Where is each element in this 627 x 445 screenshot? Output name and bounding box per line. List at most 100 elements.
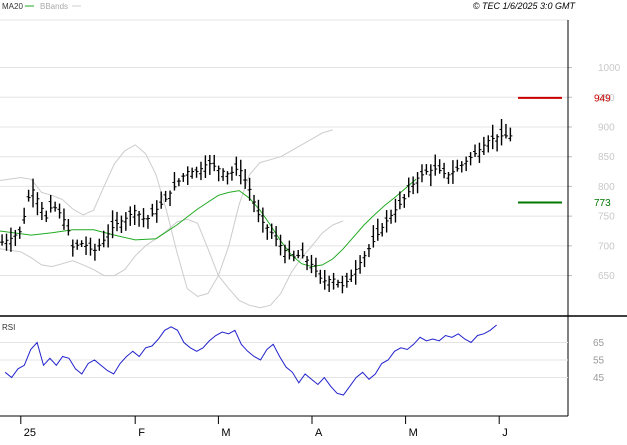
price-bar (128, 206, 133, 226)
price-bar (229, 166, 234, 181)
price-tick-label: 950 (598, 93, 615, 104)
price-bar (375, 218, 380, 241)
price-bar (296, 249, 301, 259)
price-bar (17, 226, 22, 239)
price-bar (247, 177, 252, 201)
price-bar (380, 223, 385, 237)
price-bar (207, 154, 212, 175)
price-bar (428, 164, 433, 187)
price-bars (0, 118, 513, 294)
price-bar (499, 118, 504, 146)
price-bar (4, 233, 9, 251)
price-bar (66, 218, 71, 236)
price-bar (221, 168, 226, 181)
price-tick-label: 800 (598, 182, 615, 193)
price-bar (397, 191, 402, 210)
price-bar (278, 234, 283, 256)
price-bar (495, 134, 500, 152)
price-bar (455, 159, 460, 172)
price-bar (468, 152, 473, 166)
price-tick-label: 750 (598, 212, 615, 223)
price-bar (287, 240, 292, 260)
rsi-tick-label: 55 (593, 356, 605, 367)
price-bar (402, 193, 407, 208)
price-bar (358, 255, 363, 274)
price-bar (256, 199, 261, 223)
ma20-line (0, 178, 417, 268)
price-bar (269, 223, 274, 239)
legend-ma20-label: MA20 (2, 2, 23, 11)
price-bar (84, 236, 89, 255)
price-bar (282, 244, 287, 264)
price-bar (411, 176, 416, 195)
price-bar (181, 173, 186, 182)
price-bar (137, 210, 142, 227)
x-tick-label: J (502, 427, 508, 439)
price-bar (212, 154, 217, 172)
price-bar (344, 272, 349, 288)
price-bar (313, 257, 318, 278)
rsi-y-axis-ticks: 45 55 65 (593, 338, 605, 384)
rsi-path (4, 324, 497, 396)
price-bar (419, 164, 424, 183)
rsi-tick-label: 45 (593, 373, 605, 384)
price-bar (88, 237, 93, 256)
price-bar (291, 250, 296, 262)
price-bar (473, 144, 478, 157)
bband-line (0, 129, 333, 297)
price-bar (48, 194, 53, 213)
price-bar (13, 229, 18, 247)
support-label: 773 (594, 198, 611, 209)
price-bar (243, 169, 248, 189)
price-bar (92, 243, 97, 261)
price-bar (322, 269, 327, 290)
price-bar (260, 207, 265, 233)
price-bar (194, 166, 199, 178)
price-tick-label: 700 (598, 241, 615, 252)
price-bar (0, 234, 5, 246)
price-bar (384, 210, 389, 233)
price-bar (349, 269, 354, 282)
price-bar (362, 251, 367, 268)
price-bar (57, 203, 62, 219)
price-bar (437, 159, 442, 174)
price-bar (61, 208, 66, 230)
price-tick-label: 900 (598, 122, 615, 133)
price-bar (110, 210, 115, 239)
price-bar (450, 160, 455, 184)
price-bar (115, 211, 119, 232)
price-bar (433, 154, 438, 176)
legend-bbands-label: BBands (40, 2, 68, 11)
price-bar (31, 178, 36, 208)
price-bar (340, 275, 345, 294)
x-tick-label: M (221, 427, 230, 439)
price-bar (464, 156, 469, 172)
price-bar (336, 279, 340, 288)
price-bar (274, 226, 279, 247)
price-bar (79, 240, 84, 247)
price-bar (305, 255, 310, 271)
price-bar (141, 208, 146, 228)
price-bar (39, 202, 44, 221)
bollinger-bands (0, 129, 344, 309)
price-bar (203, 155, 208, 178)
price-bar (106, 224, 111, 248)
price-bar (216, 165, 221, 182)
rsi-line (4, 324, 497, 396)
price-bar (234, 156, 239, 176)
price-tick-label: 1000 (598, 63, 621, 74)
price-bar (309, 254, 314, 274)
price-bar (503, 123, 508, 139)
price-bar (459, 161, 464, 173)
price-bar (172, 172, 177, 191)
price-bar (238, 159, 243, 185)
price-bar (8, 227, 13, 252)
price-bar (366, 244, 371, 258)
rsi-panel-label: RSI (2, 323, 15, 332)
price-bar (101, 230, 106, 248)
ma20-path (0, 178, 417, 268)
price-bar (318, 269, 323, 284)
price-bar (145, 214, 150, 229)
